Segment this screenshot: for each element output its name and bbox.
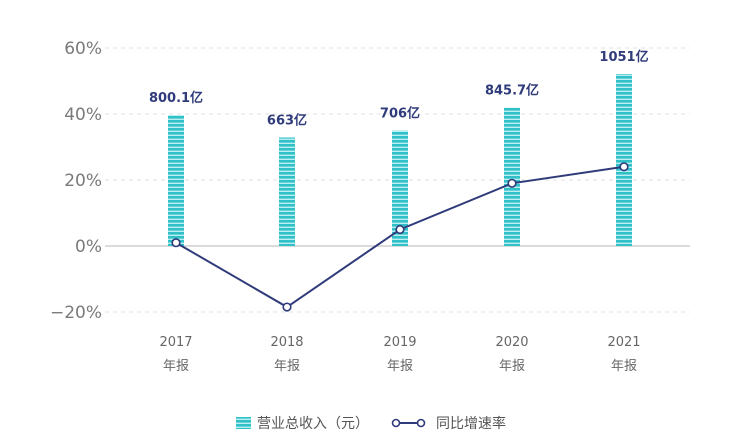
legend-line-marker-right [416, 418, 426, 428]
growth-rate-line [171, 162, 629, 312]
legend-bar-swatch-rect [236, 417, 251, 429]
y-tick-label: 20% [64, 171, 102, 191]
revenue-bar[interactable] [168, 115, 184, 247]
x-label-year: 2020 [495, 335, 528, 350]
revenue-bar-label: 1051亿 [599, 49, 648, 65]
revenue-bar[interactable] [504, 107, 520, 246]
revenue-bar-label: 663亿 [267, 112, 307, 128]
y-tick-label: 0% [75, 237, 102, 257]
legend-item-growth[interactable]: 同比增速率 [391, 415, 507, 432]
growth-rate-point[interactable] [171, 238, 181, 248]
y-tick-label: 40% [64, 105, 102, 125]
revenue-bar[interactable] [279, 137, 295, 246]
revenue-bar[interactable] [616, 74, 632, 246]
x-label-period: 年报 [499, 359, 525, 374]
x-label-period: 年报 [611, 359, 637, 374]
y-tick-label: 60% [64, 39, 102, 59]
x-label-year: 2018 [270, 335, 303, 350]
legend-label-growth: 同比增速率 [436, 415, 506, 432]
legend-label-revenue: 营业总收入（元） [257, 416, 369, 432]
legend-item-revenue[interactable]: 营业总收入（元） [236, 416, 369, 432]
x-label-period: 年报 [163, 359, 189, 374]
legend: 营业总收入（元） 同比增速率 [236, 415, 506, 432]
revenue-bars [168, 74, 632, 247]
x-label-period: 年报 [387, 359, 413, 374]
y-tick-label: −20% [50, 303, 102, 323]
legend-bar-swatch [236, 417, 251, 429]
revenue-bar-label: 845.7亿 [485, 83, 539, 99]
x-label-period: 年报 [274, 359, 300, 374]
revenue-bar-label: 706亿 [380, 105, 420, 121]
revenue-bar-label: 800.1亿 [149, 90, 203, 106]
x-label-year: 2017 [159, 335, 192, 350]
revenue-bar[interactable] [392, 130, 408, 246]
growth-rate-point[interactable] [507, 178, 517, 188]
growth-rate-point[interactable] [282, 302, 292, 312]
revenue-bar-labels: 800.1亿 663亿 706亿 845.7亿 1051亿 [149, 49, 649, 128]
x-axis-labels: 2017 年报 2018 年报 2019 年报 2020 年报 2021 年报 [159, 335, 640, 374]
x-label-year: 2019 [383, 335, 416, 350]
y-axis-ticks: 60% 40% 20% 0% −20% [50, 39, 102, 323]
grid-lines [105, 47, 690, 313]
growth-rate-point[interactable] [395, 224, 405, 235]
x-label-year: 2021 [607, 335, 640, 350]
legend-line-marker-left [391, 418, 401, 428]
growth-rate-point[interactable] [619, 162, 629, 172]
